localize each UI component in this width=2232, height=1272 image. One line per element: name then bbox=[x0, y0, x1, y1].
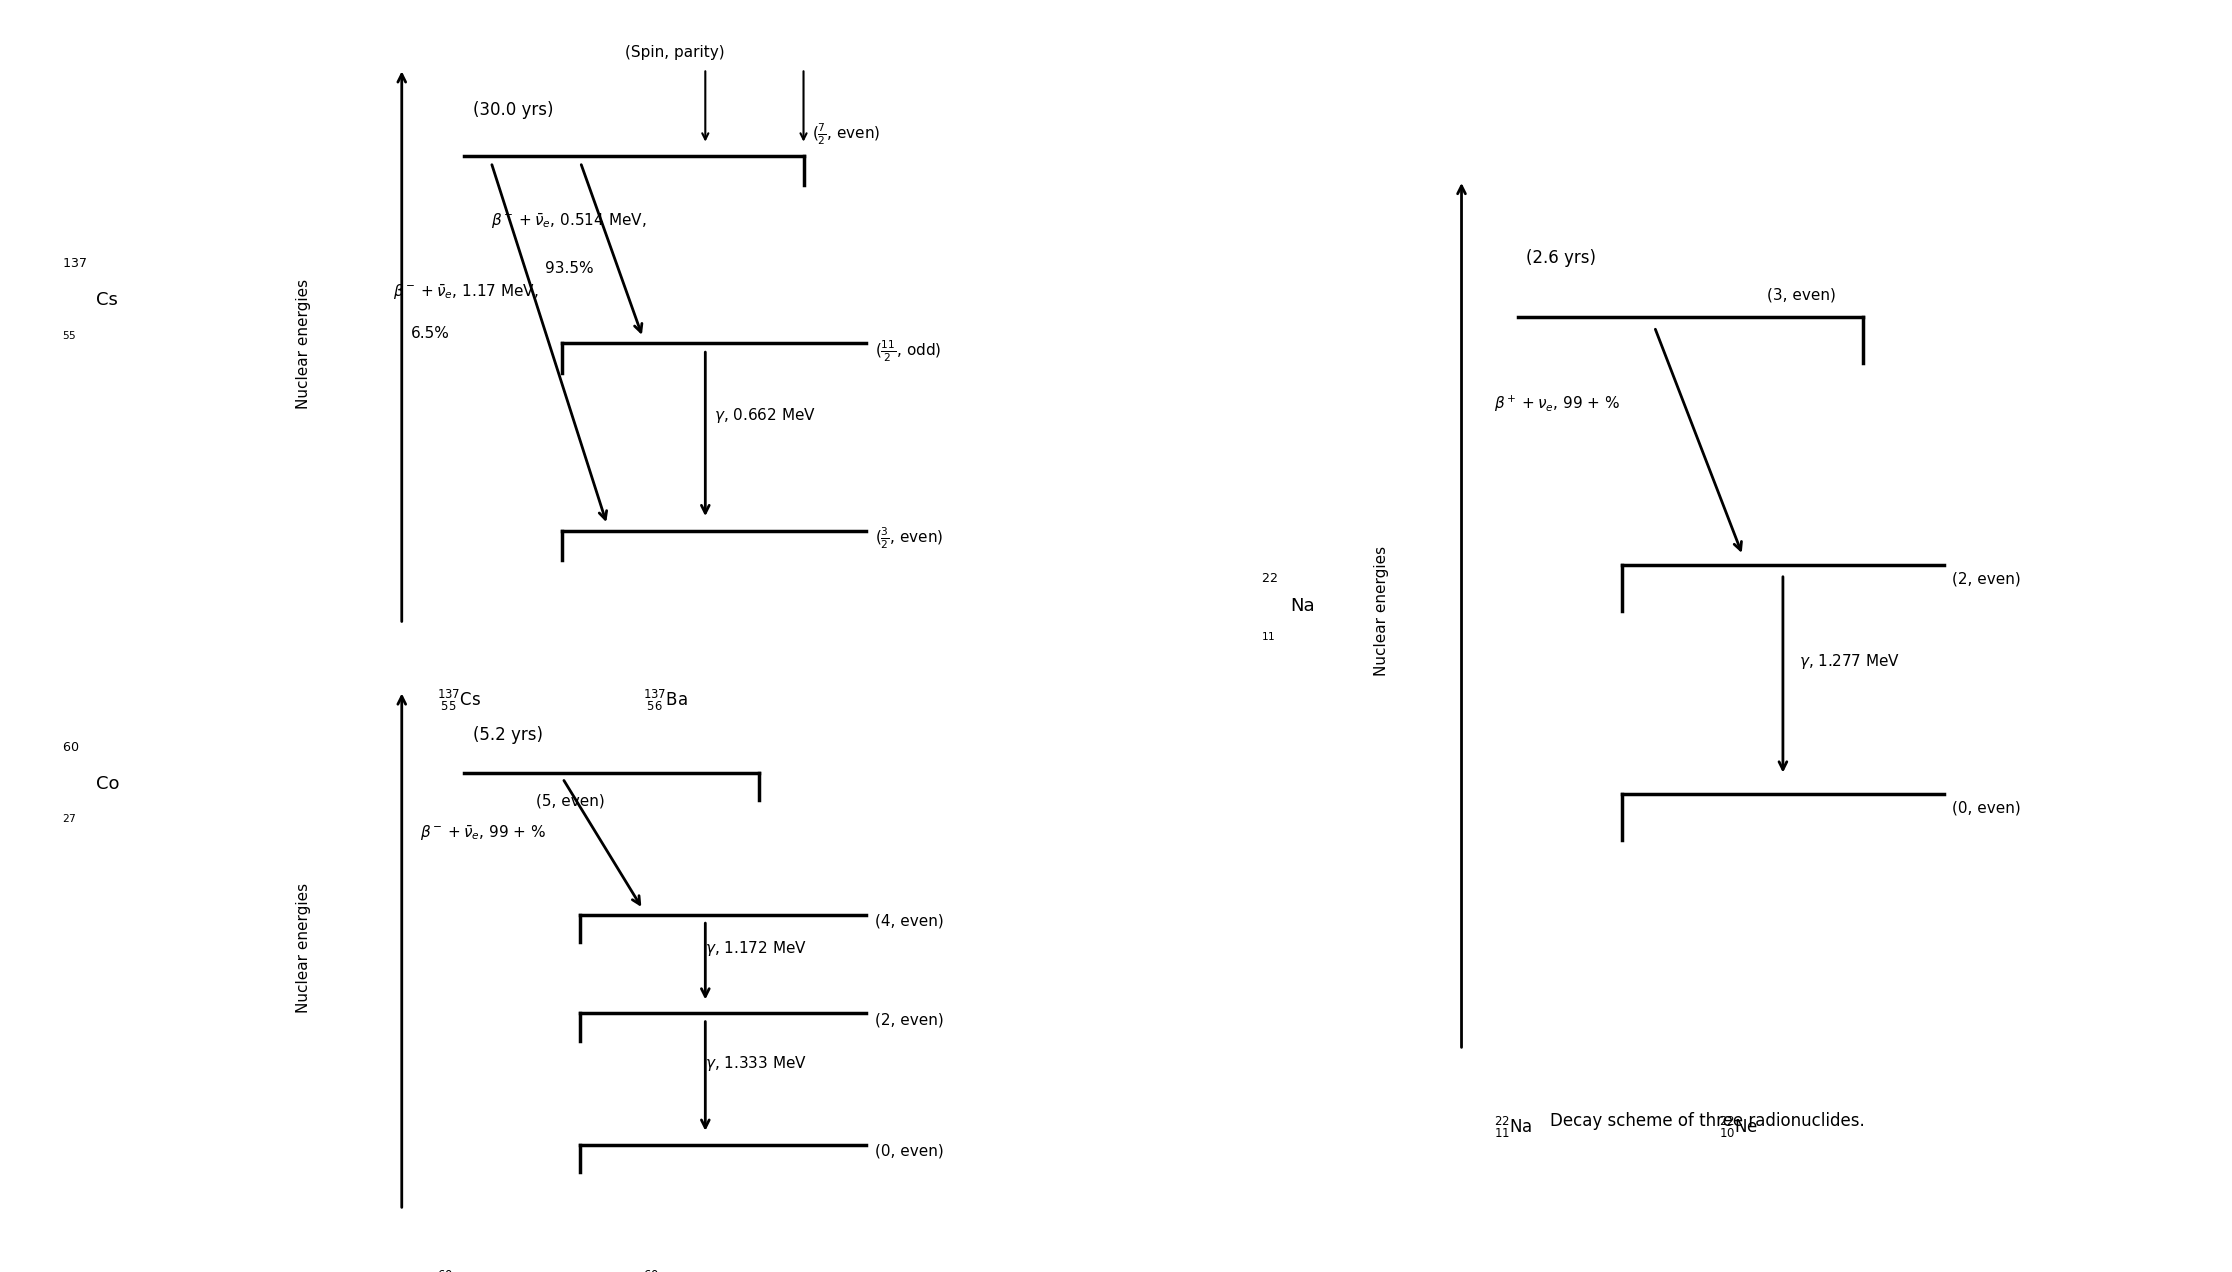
Text: $\beta^+ + \nu_e$, 99 + %: $\beta^+ + \nu_e$, 99 + % bbox=[1493, 394, 1620, 415]
Text: (5.2 yrs): (5.2 yrs) bbox=[473, 726, 542, 744]
Text: 93.5%: 93.5% bbox=[545, 261, 594, 276]
Text: (2.6 yrs): (2.6 yrs) bbox=[1527, 248, 1596, 267]
Text: Nuclear energies: Nuclear energies bbox=[1373, 546, 1388, 675]
Text: Decay scheme of three radionuclides.: Decay scheme of three radionuclides. bbox=[1549, 1112, 1866, 1130]
Text: $^{22}_{11}$Na: $^{22}_{11}$Na bbox=[1493, 1114, 1531, 1140]
Text: Nuclear energies: Nuclear energies bbox=[297, 279, 310, 408]
Text: $_{27}$: $_{27}$ bbox=[62, 810, 78, 826]
Text: $_{55}$: $_{55}$ bbox=[62, 327, 78, 342]
Text: Cs: Cs bbox=[96, 291, 118, 309]
Text: $\beta^- + \bar{\nu}_e$, 99 + %: $\beta^- + \bar{\nu}_e$, 99 + % bbox=[420, 824, 547, 843]
Text: $(\frac{7}{2}$, even): $(\frac{7}{2}$, even) bbox=[812, 121, 882, 148]
Text: (2, even): (2, even) bbox=[1951, 571, 2020, 586]
Text: $^{60}$: $^{60}$ bbox=[62, 743, 80, 761]
Text: $\beta^- + \bar{\nu}_e$, 1.17 MeV,: $\beta^- + \bar{\nu}_e$, 1.17 MeV, bbox=[393, 282, 538, 301]
Text: (30.0 yrs): (30.0 yrs) bbox=[473, 102, 554, 120]
Text: $^{60}_{28}$Ni: $^{60}_{28}$Ni bbox=[643, 1268, 676, 1272]
Text: $\gamma$, 1.277 MeV: $\gamma$, 1.277 MeV bbox=[1799, 651, 1899, 670]
Text: 6.5%: 6.5% bbox=[411, 326, 449, 341]
Text: (5, even): (5, even) bbox=[536, 794, 605, 809]
Text: (0, even): (0, even) bbox=[1951, 800, 2020, 815]
Text: $\gamma$, 0.662 MeV: $\gamma$, 0.662 MeV bbox=[714, 406, 817, 425]
Text: $^{137}_{\ 55}$Cs: $^{137}_{\ 55}$Cs bbox=[437, 688, 482, 714]
Text: $^{60}_{27}$Co: $^{60}_{27}$Co bbox=[437, 1268, 475, 1272]
Text: Co: Co bbox=[96, 775, 121, 792]
Text: (3, even): (3, even) bbox=[1768, 287, 1835, 303]
Text: Nuclear energies: Nuclear energies bbox=[297, 883, 310, 1013]
Text: $^{22}_{10}$Ne: $^{22}_{10}$Ne bbox=[1719, 1114, 1759, 1140]
Text: (4, even): (4, even) bbox=[875, 913, 944, 929]
Text: $\gamma$, 1.333 MeV: $\gamma$, 1.333 MeV bbox=[705, 1054, 808, 1074]
Text: Na: Na bbox=[1290, 597, 1315, 614]
Text: $(\frac{3}{2}$, even): $(\frac{3}{2}$, even) bbox=[875, 525, 944, 551]
Text: $^{22}$: $^{22}$ bbox=[1261, 574, 1279, 591]
Text: $_{11}$: $_{11}$ bbox=[1261, 628, 1277, 644]
Text: $(\frac{11}{2}$, odd): $(\frac{11}{2}$, odd) bbox=[875, 338, 942, 364]
Text: $\beta^- + \bar{\nu}_e$, 0.514 MeV,: $\beta^- + \bar{\nu}_e$, 0.514 MeV, bbox=[491, 212, 647, 232]
Text: (0, even): (0, even) bbox=[875, 1144, 944, 1159]
Text: (2, even): (2, even) bbox=[875, 1013, 944, 1028]
Text: $^{137}$: $^{137}$ bbox=[62, 259, 87, 277]
Text: (Spin, parity): (Spin, parity) bbox=[625, 45, 725, 60]
Text: $\gamma$, 1.172 MeV: $\gamma$, 1.172 MeV bbox=[705, 939, 808, 958]
Text: $^{137}_{\ 56}$Ba: $^{137}_{\ 56}$Ba bbox=[643, 688, 687, 714]
